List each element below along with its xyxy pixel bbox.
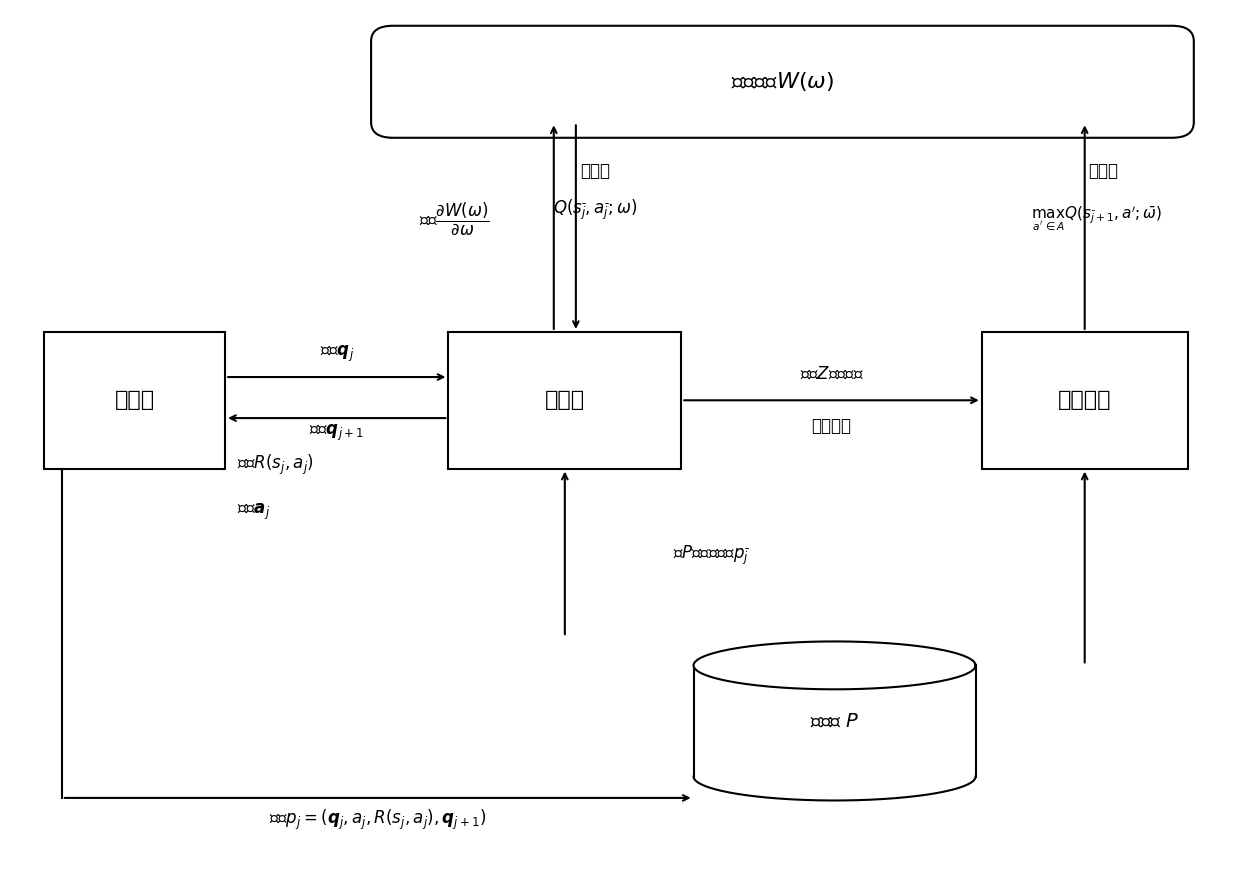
Text: 输入$\boldsymbol{q}_j$: 输入$\boldsymbol{q}_j$ (320, 344, 353, 364)
Text: 回报$R(s_j,a_j)$: 回报$R(s_j,a_j)$ (237, 453, 315, 477)
Text: 目标值: 目标值 (1087, 163, 1118, 180)
FancyBboxPatch shape (982, 332, 1188, 468)
Text: 预测值: 预测值 (580, 163, 610, 180)
Text: 经验池 $P$: 经验池 $P$ (810, 712, 859, 731)
Text: 每隔$Z$次迭代后: 每隔$Z$次迭代后 (800, 365, 863, 383)
Bar (693, 666, 976, 777)
Text: 梯度$\dfrac{\partial W(\omega)}{\partial\omega}$: 梯度$\dfrac{\partial W(\omega)}{\partial\o… (419, 201, 490, 236)
Text: 主网络: 主网络 (544, 390, 585, 410)
Text: 损失函数$W(\omega)$: 损失函数$W(\omega)$ (730, 70, 835, 93)
FancyBboxPatch shape (43, 332, 226, 468)
FancyBboxPatch shape (449, 332, 681, 468)
Text: 存储$p_j=(\boldsymbol{q}_j,a_j,R(s_j,a_j),\boldsymbol{q}_{j+1})$: 存储$p_j=(\boldsymbol{q}_j,a_j,R(s_j,a_j),… (269, 808, 486, 833)
Text: 目标网络: 目标网络 (1058, 390, 1111, 410)
Text: $Q(s_{\bar{j}},a_{\bar{j}};\omega)$: $Q(s_{\bar{j}},a_{\bar{j}};\omega)$ (553, 198, 637, 222)
Text: 在$P$中随机选择$p_{\bar{j}}$: 在$P$中随机选择$p_{\bar{j}}$ (673, 543, 750, 567)
Text: 复制参数: 复制参数 (811, 417, 852, 435)
Polygon shape (693, 641, 976, 689)
Text: $\max_{a^{\prime}\in A}Q(s_{\bar{j}+1},a^{\prime};\bar{\omega})$: $\max_{a^{\prime}\in A}Q(s_{\bar{j}+1},a… (1032, 205, 1163, 232)
Text: 智能体: 智能体 (114, 390, 155, 410)
Text: 观测$\boldsymbol{q}_{j+1}$: 观测$\boldsymbol{q}_{j+1}$ (309, 422, 365, 442)
FancyBboxPatch shape (371, 26, 1194, 138)
Text: 动作$\boldsymbol{a}_j$: 动作$\boldsymbol{a}_j$ (237, 502, 272, 522)
